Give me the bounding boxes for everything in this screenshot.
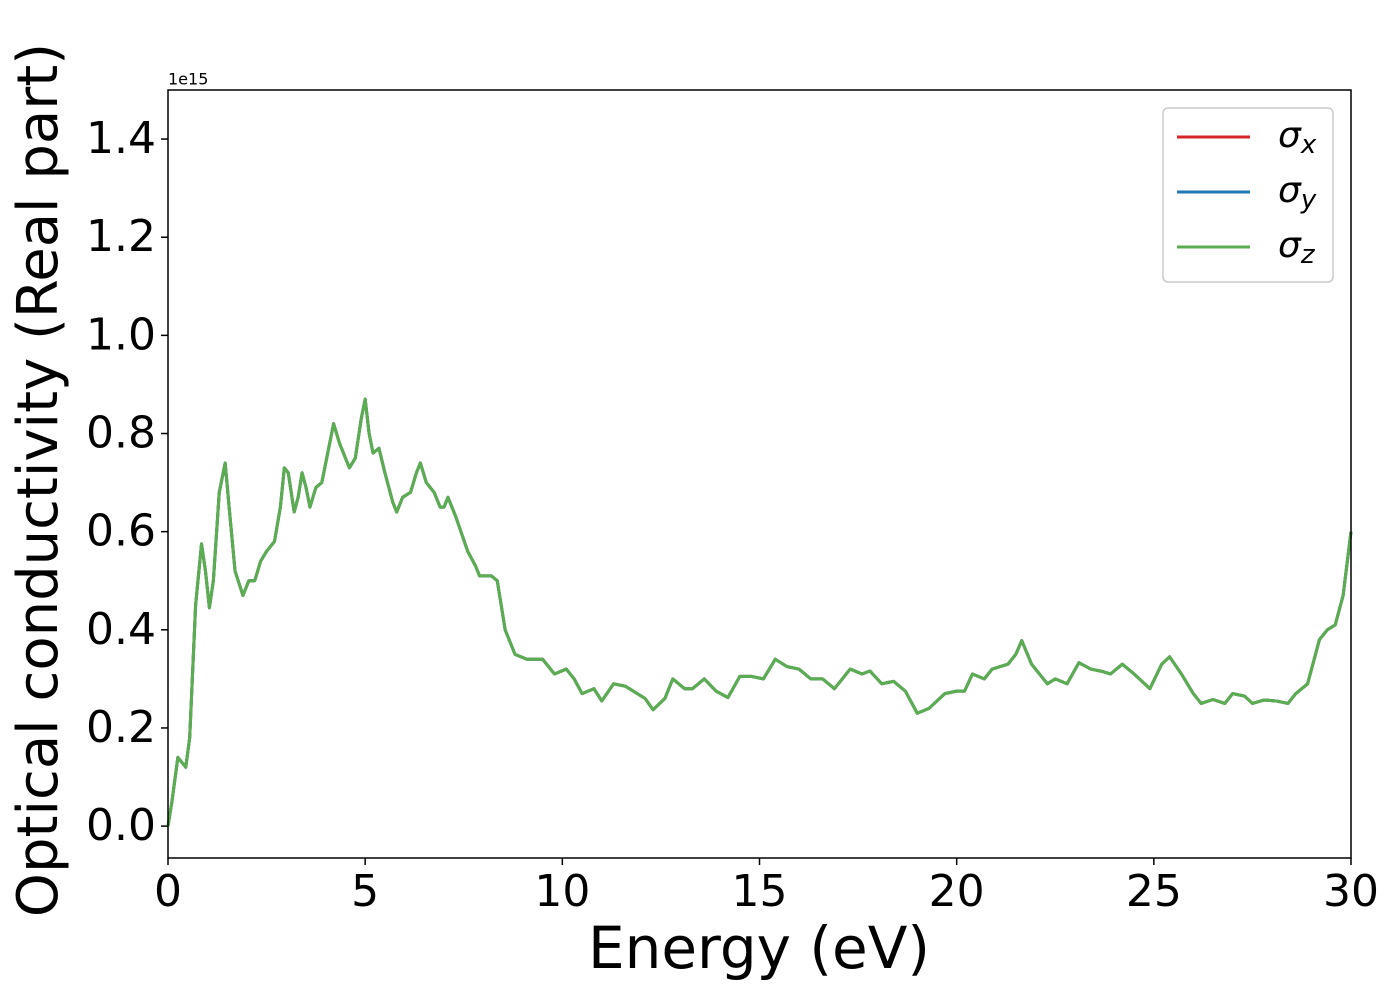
plot-frame	[167, 89, 1352, 859]
x-tick-label: 15	[732, 866, 788, 917]
legend-label: σx	[1278, 115, 1317, 160]
y-tick-label: 1.0	[86, 309, 156, 360]
x-tick-label: 30	[1323, 866, 1379, 917]
y-tick-label: 0.4	[86, 604, 156, 655]
legend-label: σy	[1278, 170, 1317, 215]
x-tick-label: 20	[929, 866, 985, 917]
legend-label: σz	[1278, 225, 1316, 270]
x-tick-label: 25	[1126, 866, 1182, 917]
y-tick-label: 0.6	[86, 506, 156, 557]
legend-box	[1162, 107, 1334, 283]
x-tick-label: 0	[154, 866, 182, 917]
x-tick-label: 10	[534, 866, 590, 917]
y-tick-label: 1.2	[86, 211, 156, 262]
y-tick-label: 0.0	[86, 800, 156, 851]
y-tick-label: 1.4	[86, 113, 156, 164]
y-offset-label: 1e15	[168, 70, 208, 89]
y-tick-label: 0.8	[86, 408, 156, 459]
x-tick-label: 5	[351, 866, 379, 917]
data-line	[166, 397, 1353, 827]
data-line	[166, 397, 1353, 827]
data-line	[166, 397, 1353, 827]
y-tick-label: 0.2	[86, 702, 156, 753]
y-axis-label: Optical conductivity (Real part)	[6, 43, 71, 917]
x-axis-label: Energy (eV)	[588, 914, 930, 982]
